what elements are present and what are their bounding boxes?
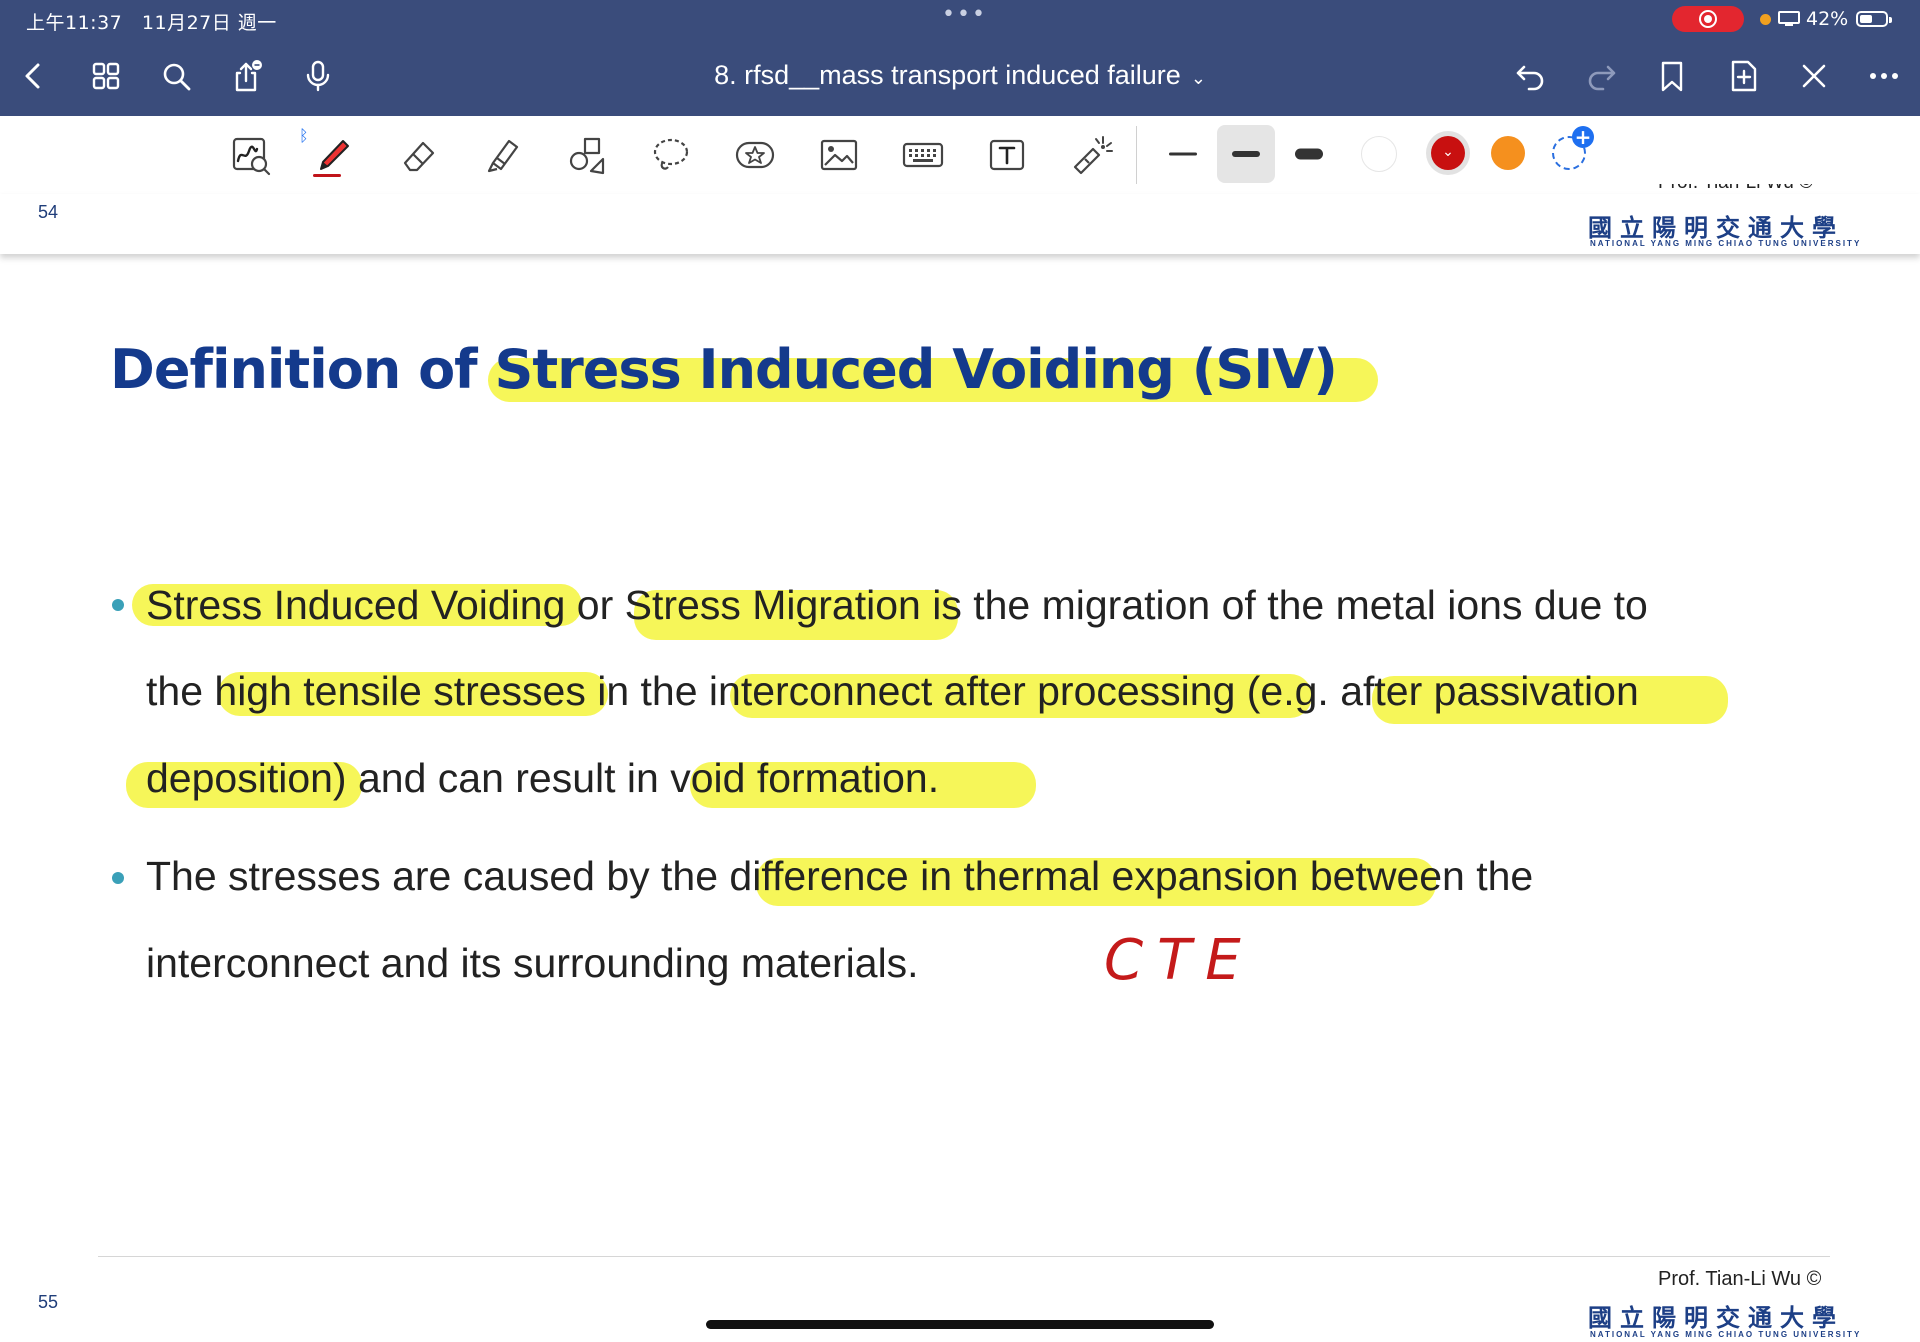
bullet-2-line-1: The stresses are caused by the differenc… (146, 853, 1534, 899)
image-icon[interactable] (812, 128, 866, 182)
stroke-width-thin[interactable] (1154, 125, 1212, 183)
highlight-stroke (1372, 676, 1728, 724)
stroke-width-thick[interactable] (1280, 125, 1338, 183)
bullet-marker (112, 599, 124, 611)
battery-percentage: 42% (1806, 8, 1849, 30)
highlight-stroke (218, 672, 608, 716)
add-page-icon[interactable] (1726, 58, 1762, 94)
color-swatch-red-selected[interactable]: ⌄ (1426, 131, 1470, 175)
highlight-stroke-title (488, 358, 1378, 402)
back-icon[interactable] (16, 58, 52, 94)
eraser-icon[interactable] (392, 128, 446, 182)
bullet-marker (112, 872, 124, 884)
highlight-stroke (126, 762, 362, 808)
highlight-stroke (634, 590, 958, 640)
university-logo-chinese: 國立陽明交通大學 (1588, 1304, 1844, 1332)
previous-page-footer (0, 194, 1920, 254)
highlighter-icon[interactable] (476, 128, 530, 182)
redo-icon[interactable] (1584, 58, 1620, 94)
lasso-icon[interactable] (644, 128, 698, 182)
home-indicator[interactable] (706, 1320, 1214, 1329)
toolbar-divider (1136, 126, 1137, 184)
highlight-stroke (132, 584, 582, 626)
pen-icon[interactable] (306, 128, 360, 182)
drawing-toolbar: ᛒ (0, 116, 1920, 195)
selected-tool-indicator (313, 174, 341, 177)
highlight-stroke (730, 674, 1312, 718)
stroke-width-medium[interactable] (1217, 125, 1275, 183)
text-icon[interactable] (980, 128, 1034, 182)
university-logo-english: NATIONAL YANG MING CHIAO TUNG UNIVERSITY (1590, 239, 1862, 248)
university-logo-english: NATIONAL YANG MING CHIAO TUNG UNIVERSITY (1590, 1330, 1862, 1339)
bullet-1-line-3: deposition) and can result in void forma… (146, 755, 940, 801)
highlight-stroke (690, 762, 1036, 808)
microphone-icon[interactable] (300, 58, 336, 94)
close-tools-icon[interactable] (1796, 58, 1832, 94)
zoom-window-icon[interactable] (224, 128, 278, 182)
footer-divider (98, 1256, 1830, 1257)
grid-icon[interactable] (88, 58, 124, 94)
add-color-icon[interactable]: + (1552, 126, 1594, 170)
sticker-icon[interactable] (728, 128, 782, 182)
highlight-stroke (756, 858, 1436, 906)
mic-in-use-indicator-icon (1760, 14, 1771, 25)
more-icon[interactable] (1866, 58, 1902, 94)
search-icon[interactable] (158, 58, 194, 94)
page-number: 55 (38, 1292, 59, 1312)
handwritten-annotation: CTE (1104, 928, 1255, 993)
bluetooth-icon: ᛒ (299, 126, 309, 145)
share-icon[interactable] (228, 58, 264, 94)
laser-pointer-icon[interactable] (1064, 128, 1118, 182)
plus-icon: + (1572, 126, 1594, 148)
previous-page-credit: Prof. Tian-Li Wu © (1658, 184, 1818, 194)
chevron-down-icon: ⌄ (1190, 68, 1206, 88)
bullet-1-line-1: Stress Induced Voiding or Stress Migrati… (146, 582, 1648, 628)
slide-title: Definition of Stress Induced Voiding (SI… (110, 338, 1338, 401)
color-swatch-orange[interactable] (1491, 136, 1525, 170)
previous-page-number: 54 (38, 202, 59, 222)
undo-icon[interactable] (1512, 58, 1548, 94)
status-date: 11月27日 週一 (141, 12, 277, 34)
document-title-menu[interactable]: 8. rfsd__mass transport induced failure ⌄ (560, 60, 1360, 91)
top-bar: 上午11:37 11月27日 週一 ••• 42% 8. rfsd__mass … (0, 0, 1920, 116)
multitasking-dots-icon[interactable]: ••• (942, 2, 987, 27)
university-logo-chinese: 國立陽明交通大學 (1588, 214, 1844, 242)
battery-icon (1856, 11, 1892, 27)
bullet-2-line-2: interconnect and its surrounding materia… (146, 940, 919, 986)
screen-mirroring-icon (1778, 11, 1800, 26)
keyboard-icon[interactable] (896, 128, 950, 182)
bullet-1-line-2: the high tensile stresses in the interco… (146, 668, 1639, 714)
document-title: 8. rfsd__mass transport induced failure (714, 60, 1181, 90)
chevron-down-icon: ⌄ (1431, 136, 1465, 170)
status-time-date: 上午11:37 11月27日 週一 (26, 8, 277, 35)
color-swatch-white[interactable] (1361, 136, 1397, 172)
shapes-icon[interactable] (560, 128, 614, 182)
slide-credit: Prof. Tian-Li Wu © (1658, 1268, 1822, 1290)
screen-recording-icon[interactable] (1672, 6, 1744, 32)
bookmark-icon[interactable] (1654, 58, 1690, 94)
status-time: 上午11:37 (26, 12, 123, 34)
